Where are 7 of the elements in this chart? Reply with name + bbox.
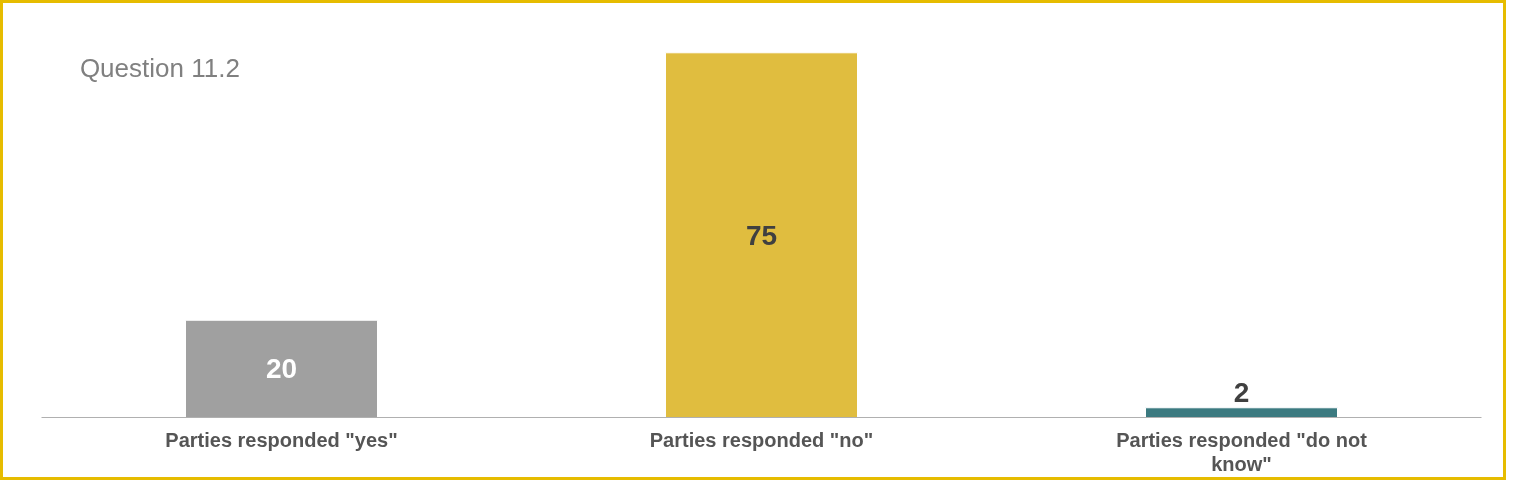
chart-title: Question 11.2 [79,52,240,83]
data-label: 2 [1233,376,1250,408]
data-label: 75 [745,219,778,251]
x-tick-label: Parties responded "do not know" [1116,428,1368,475]
x-tick-label: Parties responded "yes" [165,428,398,451]
data-label: 20 [265,353,298,385]
x-tick-label: Parties responded "no" [649,428,874,451]
